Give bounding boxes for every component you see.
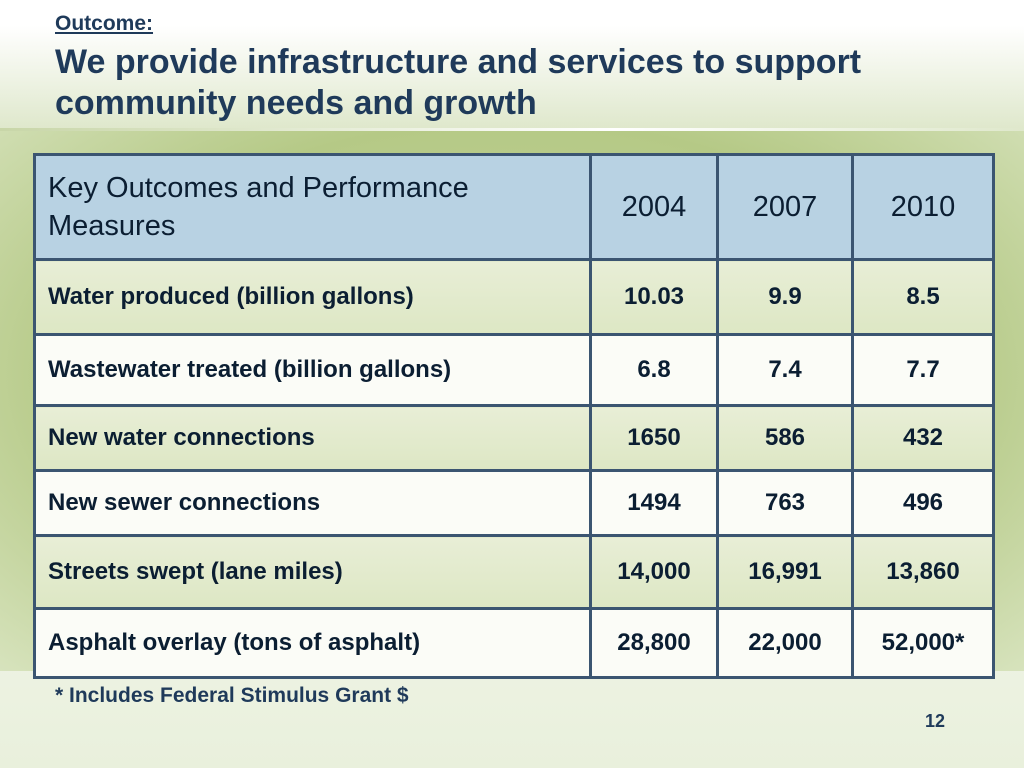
row-value-2010: 13,860 xyxy=(851,534,995,610)
row-value-2004: 10.03 xyxy=(589,258,719,336)
header-year-2007: 2007 xyxy=(716,153,854,261)
row-measure: Streets swept (lane miles) xyxy=(33,534,592,610)
table-header-row: Key Outcomes and Performance Measures 20… xyxy=(33,153,995,261)
row-value-2004: 14,000 xyxy=(589,534,719,610)
table-row: Wastewater treated (billion gallons) 6.8… xyxy=(33,333,995,407)
row-value-2007: 16,991 xyxy=(716,534,854,610)
header-measure: Key Outcomes and Performance Measures xyxy=(33,153,592,261)
row-measure: Water produced (billion gallons) xyxy=(33,258,592,336)
outcome-label: Outcome: xyxy=(55,12,154,35)
slide-title: We provide infrastructure and services t… xyxy=(55,43,862,122)
row-value-2007: 9.9 xyxy=(716,258,854,336)
header-band xyxy=(0,0,1024,128)
row-measure: Wastewater treated (billion gallons) xyxy=(33,333,592,407)
header-year-2004: 2004 xyxy=(589,153,719,261)
page-number: 12 xyxy=(925,711,946,731)
footnote: * Includes Federal Stimulus Grant $ xyxy=(55,684,409,707)
row-value-2007: 586 xyxy=(716,404,854,472)
row-measure: New sewer connections xyxy=(33,469,592,537)
table-row: Streets swept (lane miles) 14,000 16,991… xyxy=(33,534,995,610)
row-value-2010: 432 xyxy=(851,404,995,472)
header-year-2010: 2010 xyxy=(851,153,995,261)
row-value-2010: 496 xyxy=(851,469,995,537)
row-value-2007: 7.4 xyxy=(716,333,854,407)
performance-measures-table: Key Outcomes and Performance Measures 20… xyxy=(33,153,995,679)
header-divider xyxy=(0,128,1024,131)
row-value-2007: 763 xyxy=(716,469,854,537)
row-value-2010: 7.7 xyxy=(851,333,995,407)
row-value-2010: 8.5 xyxy=(851,258,995,336)
row-measure: New water connections xyxy=(33,404,592,472)
row-value-2004: 6.8 xyxy=(589,333,719,407)
table-row: Water produced (billion gallons) 10.03 9… xyxy=(33,258,995,336)
table-row: New sewer connections 1494 763 496 xyxy=(33,469,995,537)
row-value-2010: 52,000* xyxy=(851,607,995,679)
row-value-2004: 28,800 xyxy=(589,607,719,679)
row-value-2004: 1650 xyxy=(589,404,719,472)
table-row: New water connections 1650 586 432 xyxy=(33,404,995,472)
row-measure: Asphalt overlay (tons of asphalt) xyxy=(33,607,592,679)
row-value-2004: 1494 xyxy=(589,469,719,537)
row-value-2007: 22,000 xyxy=(716,607,854,679)
table-row: Asphalt overlay (tons of asphalt) 28,800… xyxy=(33,607,995,679)
